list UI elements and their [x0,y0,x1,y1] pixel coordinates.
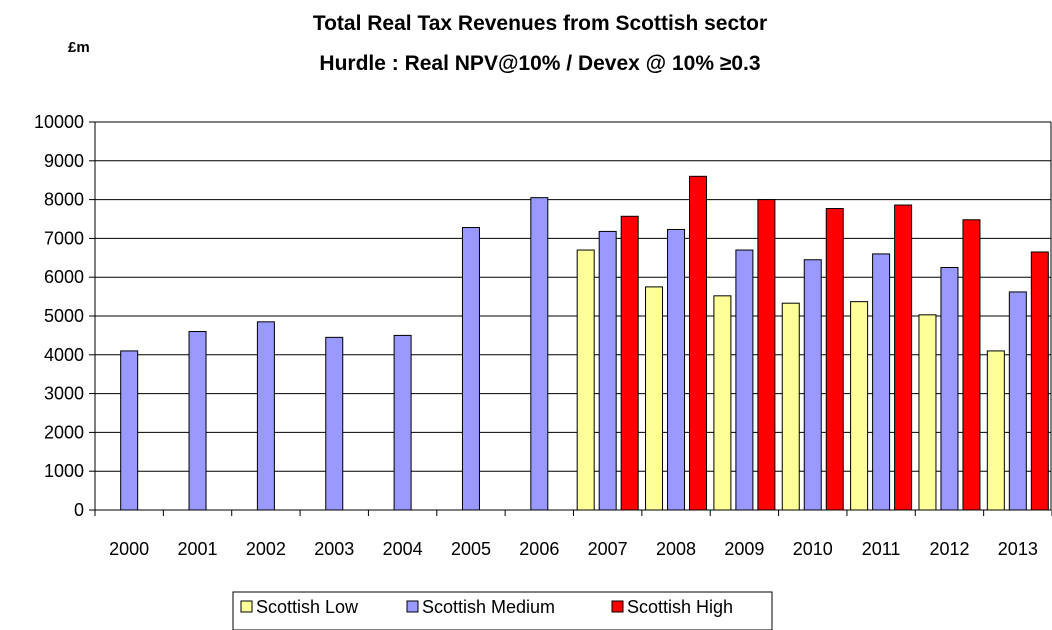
legend-swatch-scottish-high [611,600,624,613]
x-tick-label: 2010 [793,539,833,559]
bar-scottish-low-2010 [781,302,800,511]
bar-scottish-low-2013 [986,350,1005,511]
x-tick-label: 2002 [246,539,286,559]
bar-scottish-medium-2002 [256,321,275,511]
x-tick-label: 2001 [178,539,218,559]
x-tick-label: 2011 [862,539,901,559]
bar-scottish-medium-2007 [598,230,617,511]
legend-box [232,591,773,630]
bar-scottish-high-2010 [825,208,844,511]
y-tick-label: 2000 [44,422,84,442]
bar-scottish-low-2011 [850,301,869,511]
x-tick-label: 2004 [383,539,423,559]
legend-label: Scottish Low [256,597,359,617]
x-tick-label: 2013 [998,539,1038,559]
bar-scottish-high-2007 [620,215,639,511]
bar-scottish-medium-2004 [393,334,412,511]
bars [120,175,1049,511]
y-tick-label: 6000 [44,267,84,287]
x-tick-label: 2012 [929,539,969,559]
legend-swatch-scottish-low [240,600,253,613]
bar-scottish-medium-2005 [461,227,480,511]
chart-title: Total Real Tax Revenues from Scottish se… [313,12,767,35]
bar-scottish-medium-2012 [940,267,959,511]
legend-swatch-scottish-medium [406,600,419,613]
bar-scottish-medium-2003 [325,336,344,511]
bar-scottish-medium-2008 [667,228,686,511]
bar-scottish-high-2008 [689,175,708,511]
legend-label: Scottish High [627,597,733,617]
bar-scottish-high-2013 [1030,251,1049,511]
bar-scottish-medium-2013 [1008,291,1027,511]
y-tick-label: 4000 [44,345,84,365]
gridlines [95,121,1051,472]
x-tick-label: 2005 [451,539,491,559]
bar-scottish-medium-2006 [530,197,549,511]
y-tick-label: 3000 [44,384,84,404]
y-tick-label: 0 [74,500,84,520]
bar-scottish-high-2011 [894,204,913,511]
x-axis-ticks: 2000 2001 2002 2003 2004 2005 2006 2007 2008 2009… [94,510,1052,559]
x-tick-label: 2009 [724,539,764,559]
y-tick-label: 10000 [34,112,84,132]
bar-scottish-low-2012 [918,314,937,511]
unit-label: £m [68,39,90,56]
x-tick-label: 2007 [588,539,628,559]
x-tick-label: 2006 [519,539,559,559]
bar-scottish-medium-2001 [188,331,207,511]
y-tick-label: 8000 [44,190,84,210]
x-tick-label: 2003 [314,539,354,559]
bar-scottish-low-2008 [645,286,664,511]
chart-subtitle: Hurdle : Real NPV@10% / Devex @ 10% ≥0.3 [319,52,760,75]
bar-scottish-low-2009 [713,295,732,511]
x-tick-label: 2000 [109,539,149,559]
bar-scottish-medium-2011 [872,253,891,511]
bar-scottish-high-2012 [962,219,981,511]
y-tick-label: 5000 [44,306,84,326]
bar-scottish-medium-2010 [803,259,822,511]
y-tick-label: 7000 [44,228,84,248]
bar-scottish-high-2009 [757,199,776,511]
y-tick-label: 1000 [44,461,84,481]
x-tick-label: 2008 [656,539,696,559]
bar-scottish-low-2007 [576,249,595,511]
y-axis-ticks: 0 1000 2000 3000 4000 5000 6000 7000 8000 9000 100… [34,112,95,520]
legend-label: Scottish Medium [422,597,555,617]
bar-scottish-medium-2009 [735,249,754,511]
legend: Scottish Low Scottish Medium Scottish High [232,591,773,630]
bar-scottish-medium-2000 [120,350,139,511]
y-tick-label: 9000 [44,151,84,171]
